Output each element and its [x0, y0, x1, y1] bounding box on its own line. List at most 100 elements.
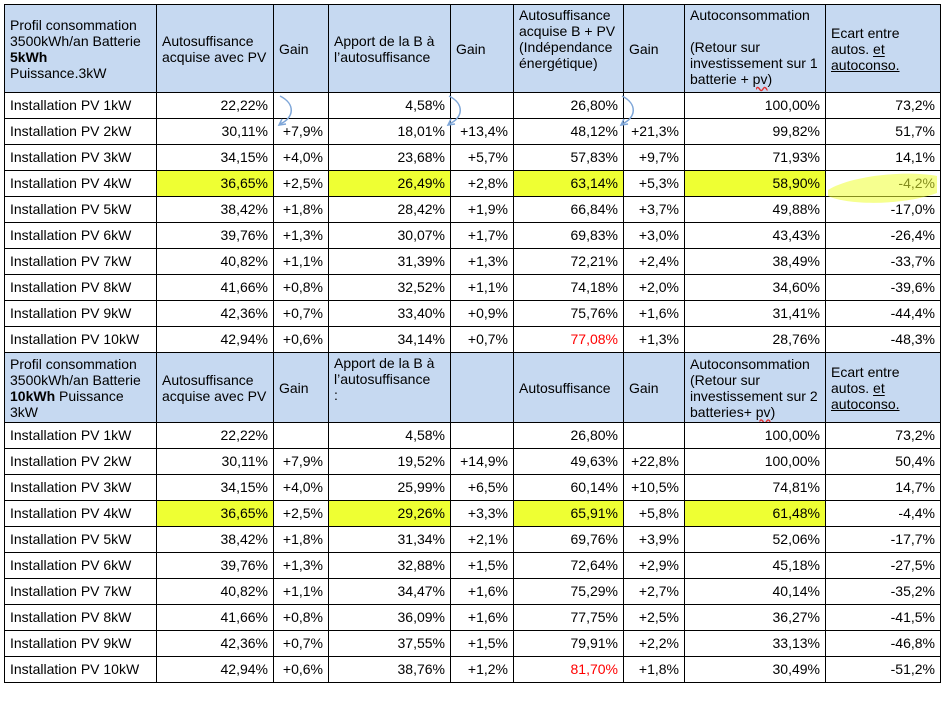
table-row: Installation PV 8kW 41,66% +0,8% 32,52% +1,1… — [4, 274, 941, 301]
cell-ecart: -41,5% — [825, 604, 941, 631]
cell-label: Installation PV 5kW — [4, 526, 157, 553]
cell-apport: 28,42% — [328, 196, 451, 223]
cell-autosuffisance: 41,66% — [156, 604, 274, 631]
cell-autosuffisance-b: 75,76% — [513, 300, 624, 327]
cell-autosuffisance: 38,42% — [156, 196, 274, 223]
header-gain-3: Gain — [623, 352, 685, 423]
cell-gain-3: +1,3% — [623, 326, 685, 353]
cell-label: Installation PV 4kW — [4, 170, 157, 197]
cell-gain: +0,8% — [273, 274, 329, 301]
cell-gain: +0,7% — [273, 300, 329, 327]
cell-apport: 32,52% — [328, 274, 451, 301]
cell-gain: +4,0% — [273, 144, 329, 171]
cell-autosuffisance: 34,15% — [156, 474, 274, 501]
table-row: Installation PV 3kW 34,15% +4,0% 23,68% +5,7… — [4, 144, 941, 171]
autoconso-title: Autoconsommation — [690, 7, 810, 23]
cell-ecart: 51,7% — [825, 118, 941, 145]
cell-gain: +1,1% — [273, 248, 329, 275]
cell-gain: +1,8% — [273, 196, 329, 223]
cell-ecart: -44,4% — [825, 300, 941, 327]
cell-autosuffisance: 36,65% — [156, 500, 274, 527]
cell-label: Installation PV 2kW — [4, 448, 157, 475]
cell-gain: +7,9% — [273, 448, 329, 475]
table-row: Installation PV 7kW 40,82% +1,1% 31,39% +1,3… — [4, 248, 941, 275]
profile-line1: Profil consommation — [10, 355, 137, 372]
cell-label: Installation PV 3kW — [4, 144, 157, 171]
cell-label: Installation PV 6kW — [4, 222, 157, 249]
cell-autosuffisance: 42,36% — [156, 630, 274, 657]
cell-ecart: 14,7% — [825, 474, 941, 501]
cell-gain-3: +3,9% — [623, 526, 685, 553]
table-row: Installation PV 1kW 22,22% 4,58% 26,80% 100,… — [4, 92, 941, 119]
cell-gain: +7,9% — [273, 118, 329, 145]
cell-autosuffisance-b: 63,14% — [513, 170, 624, 197]
cell-autosuffisance: 39,76% — [156, 552, 274, 579]
header-row-5kwh: Profil consommation 3500kWh/an Batterie … — [4, 4, 941, 93]
cell-gain-3: +2,9% — [623, 552, 685, 579]
cell-label: Installation PV 10kW — [4, 326, 157, 353]
cell-gain-3 — [623, 92, 685, 119]
cell-autosuffisance-b: 69,83% — [513, 222, 624, 249]
cell-label: Installation PV 3kW — [4, 474, 157, 501]
header-row-10kwh: Profil consommation 3500kWh/an Batterie … — [4, 352, 941, 423]
cell-label: Installation PV 9kW — [4, 630, 157, 657]
table-row: Installation PV 6kW 39,76% +1,3% 30,07% +1,7… — [4, 222, 941, 249]
cell-apport: 18,01% — [328, 118, 451, 145]
cell-autosuffisance-b: 75,29% — [513, 578, 624, 605]
cell-autosuffisance-b: 72,64% — [513, 552, 624, 579]
cell-ecart: -27,5% — [825, 552, 941, 579]
cell-ecart: -17,0% — [825, 196, 941, 223]
cell-ecart: -17,7% — [825, 526, 941, 553]
table-row: Installation PV 10kW 42,94% +0,6% 38,76% +1,… — [4, 656, 941, 683]
cell-gain-2: +1,3% — [450, 248, 514, 275]
table-row: Installation PV 5kW 38,42% +1,8% 31,34% +2,1… — [4, 526, 941, 553]
cell-label: Installation PV 8kW — [4, 274, 157, 301]
cell-ecart: -4,2% — [825, 170, 941, 197]
cell-autosuffisance: 42,94% — [156, 326, 274, 353]
cell-autosuffisance-b: 26,80% — [513, 92, 624, 119]
cell-autosuffisance: 39,76% — [156, 222, 274, 249]
cell-apport: 29,26% — [328, 500, 451, 527]
cell-gain: +1,8% — [273, 526, 329, 553]
table-row: Installation PV 9kW 42,36% +0,7% 37,55% +1,5… — [4, 630, 941, 657]
header-autosuffisance-b: Autosuffisance — [513, 352, 624, 423]
cell-label: Installation PV 2kW — [4, 118, 157, 145]
cell-apport: 32,88% — [328, 552, 451, 579]
cell-ecart: -39,6% — [825, 274, 941, 301]
cell-gain-2 — [450, 92, 514, 119]
table-row: Installation PV 2kW 30,11% +7,9% 19,52% +14,… — [4, 448, 941, 475]
cell-ecart: -51,2% — [825, 656, 941, 683]
cell-label: Installation PV 6kW — [4, 552, 157, 579]
cell-gain-3: +2,4% — [623, 248, 685, 275]
cell-ecart: -4,4% — [825, 500, 941, 527]
cell-autosuffisance-b: 26,80% — [513, 422, 624, 449]
table-row: Installation PV 6kW 39,76% +1,3% 32,88% +1,5… — [4, 552, 941, 579]
cell-autoconsommation: 52,06% — [684, 526, 826, 553]
cell-apport: 38,76% — [328, 656, 451, 683]
cell-autosuffisance: 38,42% — [156, 526, 274, 553]
header-gain-3: Gain — [623, 4, 685, 93]
header-gain: Gain — [273, 352, 329, 423]
cell-gain-3: +1,8% — [623, 656, 685, 683]
cell-gain — [273, 92, 329, 119]
cell-gain-2: +0,9% — [450, 300, 514, 327]
cell-autoconsommation: 45,18% — [684, 552, 826, 579]
section-5kwh: Profil consommation 3500kWh/an Batterie … — [4, 4, 941, 353]
cell-apport: 25,99% — [328, 474, 451, 501]
cell-autoconsommation: 61,48% — [684, 500, 826, 527]
cell-apport: 4,58% — [328, 422, 451, 449]
cell-label: Installation PV 1kW — [4, 422, 157, 449]
cell-autoconsommation: 43,43% — [684, 222, 826, 249]
cell-autosuffisance-b: 77,75% — [513, 604, 624, 631]
header-gain-2: Gain — [450, 4, 514, 93]
profile-power: Puissance 3kW — [10, 387, 124, 420]
cell-ecart: -46,8% — [825, 630, 941, 657]
cell-autoconsommation: 100,00% — [684, 422, 826, 449]
cell-autoconsommation: 28,76% — [684, 326, 826, 353]
cell-autoconsommation: 33,13% — [684, 630, 826, 657]
cell-label: Installation PV 8kW — [4, 604, 157, 631]
cell-autosuffisance: 22,22% — [156, 422, 274, 449]
cell-gain-2: +13,4% — [450, 118, 514, 145]
cell-gain-2: +1,6% — [450, 578, 514, 605]
cell-gain-3: +5,8% — [623, 500, 685, 527]
